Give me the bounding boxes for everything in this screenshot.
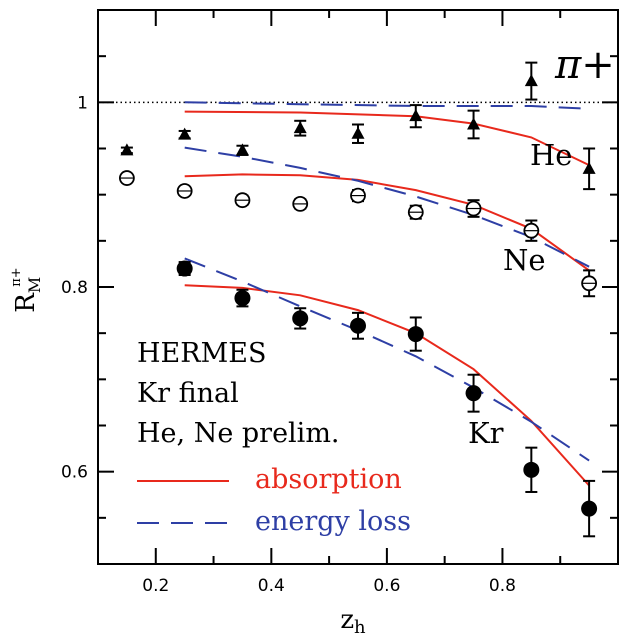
x-tick-label: 0.6	[373, 576, 400, 596]
point-kr-marker	[350, 317, 366, 334]
point-kr-marker	[176, 260, 193, 277]
point-kr-marker	[234, 290, 251, 307]
data-points	[118, 61, 598, 538]
particle-label: π+	[554, 42, 615, 88]
point-he-marker	[524, 74, 538, 87]
x-tick-label: 0.2	[142, 576, 169, 596]
point-he-marker	[351, 126, 365, 139]
curve-kr-energy-loss	[184, 257, 590, 462]
y-tick-label: 1	[77, 93, 88, 113]
point-he-marker	[120, 143, 134, 156]
annotation-kr-status: Kr final	[137, 378, 239, 409]
point-he-marker	[582, 161, 596, 174]
axis-tick-labels: 0.2 0.4 0.6 0.8 0.6 0.8 1	[61, 93, 516, 596]
legend: absorption energy loss	[137, 464, 411, 537]
curve-kr-absorption	[184, 284, 590, 487]
svg-text:RMπ+: RMπ+	[9, 267, 44, 312]
point-he-marker	[409, 109, 423, 122]
model-curves	[184, 101, 590, 487]
curve-he-energy-loss	[184, 101, 590, 110]
point-kr-marker	[292, 310, 309, 327]
axis-ticks	[97, 9, 619, 565]
annotation-experiment: HERMES	[137, 338, 266, 369]
legend-energy-loss-label: energy loss	[255, 506, 411, 537]
curve-he-absorption	[184, 110, 590, 167]
series-label-kr: Kr	[468, 416, 504, 450]
y-axis-label: RMπ+	[9, 267, 44, 312]
x-tick-label: 0.4	[258, 576, 285, 596]
point-he-marker	[235, 143, 249, 156]
point-kr-marker	[407, 326, 424, 343]
annotation-he-ne-status: He, Ne prelim.	[137, 418, 340, 449]
y-tick-label: 0.6	[61, 463, 88, 483]
curve-ne-absorption	[184, 173, 590, 272]
series-label-he: He	[530, 138, 572, 172]
legend-absorption-label: absorption	[255, 464, 402, 495]
curve-ne-energy-loss	[184, 146, 590, 268]
y-tick-label: 0.8	[61, 278, 88, 298]
point-he-marker	[178, 127, 192, 140]
point-he-marker	[293, 121, 307, 134]
x-tick-label: 0.8	[489, 576, 516, 596]
x-axis-label: zh	[340, 605, 366, 634]
point-he-marker	[467, 117, 481, 130]
point-kr-marker	[523, 461, 540, 478]
series-label-ne: Ne	[503, 243, 546, 277]
point-kr-marker	[581, 500, 598, 517]
point-kr-marker	[465, 385, 482, 402]
